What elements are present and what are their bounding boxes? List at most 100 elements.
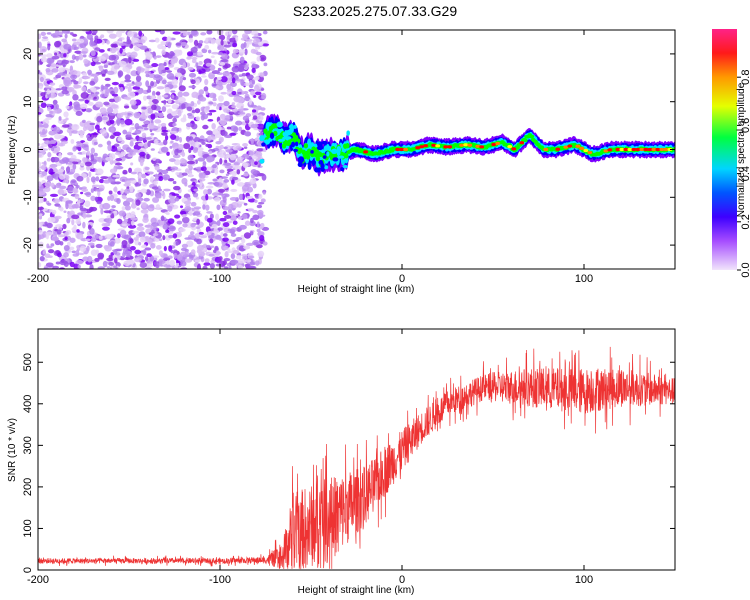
- noise-speck: [124, 79, 132, 83]
- ridge-blob: [259, 158, 265, 164]
- noise-speck: [231, 104, 237, 109]
- noise-speck: [114, 181, 122, 185]
- noise-speck: [144, 166, 150, 171]
- noise-speck: [57, 234, 65, 238]
- noise-speck: [143, 141, 149, 149]
- noise-speck: [176, 220, 183, 225]
- noise-speck: [44, 253, 51, 259]
- noise-speck: [261, 43, 270, 47]
- noise-speck: [124, 257, 130, 261]
- noise-speck: [61, 89, 69, 95]
- noise-speck: [75, 110, 83, 116]
- noise-speck: [90, 165, 94, 169]
- noise-speck: [253, 76, 260, 81]
- noise-speck: [104, 234, 113, 240]
- noise-speck: [208, 109, 217, 113]
- ridge-mark: [515, 146, 520, 150]
- noise-speck: [76, 51, 82, 55]
- noise-speck: [89, 264, 94, 269]
- noise-speck: [228, 203, 234, 211]
- noise-speck: [130, 51, 138, 58]
- noise-speck: [132, 230, 140, 234]
- noise-speck: [210, 55, 215, 59]
- noise-speck: [142, 244, 147, 248]
- noise-speck: [206, 211, 213, 214]
- noise-speck: [181, 151, 186, 157]
- noise-speck: [103, 179, 111, 184]
- spectrogram-y-tick-label-1: -10: [22, 189, 34, 205]
- noise-speck: [186, 112, 193, 117]
- noise-speck: [172, 233, 178, 239]
- noise-speck: [90, 237, 97, 242]
- noise-speck: [79, 166, 85, 171]
- noise-speck: [77, 212, 84, 216]
- noise-speck: [186, 240, 194, 248]
- noise-speck: [59, 259, 68, 266]
- noise-speck: [61, 59, 70, 64]
- noise-speck: [209, 238, 214, 244]
- noise-speck: [142, 120, 150, 125]
- noise-speck: [71, 161, 79, 165]
- noise-speck: [100, 176, 109, 180]
- noise-speck: [130, 162, 134, 166]
- noise-speck: [45, 117, 52, 120]
- noise-speck: [59, 241, 64, 246]
- ridge-peak-mark: [479, 145, 485, 149]
- noise-speck: [93, 141, 98, 145]
- noise-speck: [254, 33, 259, 37]
- ridge-peak-mark: [363, 150, 368, 154]
- noise-speck: [46, 32, 52, 35]
- noise-speck: [157, 94, 162, 101]
- noise-speck: [50, 147, 55, 152]
- ridge-peak-mark: [619, 147, 625, 152]
- noise-speck: [182, 32, 188, 37]
- noise-speck: [162, 235, 166, 241]
- ridge-peak-mark: [475, 144, 481, 148]
- noise-speck: [181, 214, 187, 218]
- noise-speck: [202, 265, 208, 269]
- noise-speck: [201, 251, 205, 257]
- noise-speck: [90, 132, 99, 136]
- noise-speck: [230, 81, 237, 88]
- noise-speck: [173, 159, 181, 166]
- noise-speck: [107, 144, 112, 152]
- noise-speck: [44, 182, 52, 188]
- noise-speck: [238, 126, 243, 132]
- noise-speck: [262, 241, 268, 246]
- noise-speck: [111, 93, 119, 97]
- noise-speck: [208, 92, 217, 99]
- ridge-peak-mark: [543, 147, 549, 152]
- noise-speck: [55, 224, 63, 228]
- noise-speck: [111, 145, 115, 149]
- noise-speck: [67, 162, 74, 165]
- noise-speck: [129, 99, 137, 106]
- noise-speck: [165, 229, 170, 233]
- snr-x-tick-label-0: -200: [27, 574, 49, 586]
- noise-speck: [169, 259, 176, 267]
- noise-speck: [254, 199, 258, 203]
- noise-speck: [73, 224, 77, 231]
- noise-speck: [40, 196, 44, 204]
- noise-speck: [182, 216, 190, 224]
- ridge-peak-mark: [647, 147, 653, 152]
- noise-speck: [203, 86, 209, 92]
- noise-speck: [58, 116, 62, 121]
- noise-speck: [166, 259, 170, 266]
- noise-speck: [178, 227, 186, 232]
- noise-speck: [78, 187, 83, 190]
- noise-speck: [174, 72, 183, 78]
- spectrogram-x-tick-label-1: -100: [209, 273, 231, 285]
- spectrogram-marks: [38, 30, 675, 269]
- ridge-blob: [324, 165, 329, 170]
- noise-speck: [97, 190, 101, 197]
- noise-speck: [83, 76, 91, 80]
- noise-speck: [190, 79, 196, 85]
- noise-speck: [154, 173, 159, 180]
- noise-speck: [186, 136, 192, 140]
- noise-speck: [115, 162, 123, 166]
- noise-speck: [82, 212, 87, 219]
- noise-speck: [110, 127, 115, 133]
- noise-speck: [210, 170, 216, 174]
- noise-speck: [195, 62, 199, 67]
- noise-speck: [143, 62, 150, 68]
